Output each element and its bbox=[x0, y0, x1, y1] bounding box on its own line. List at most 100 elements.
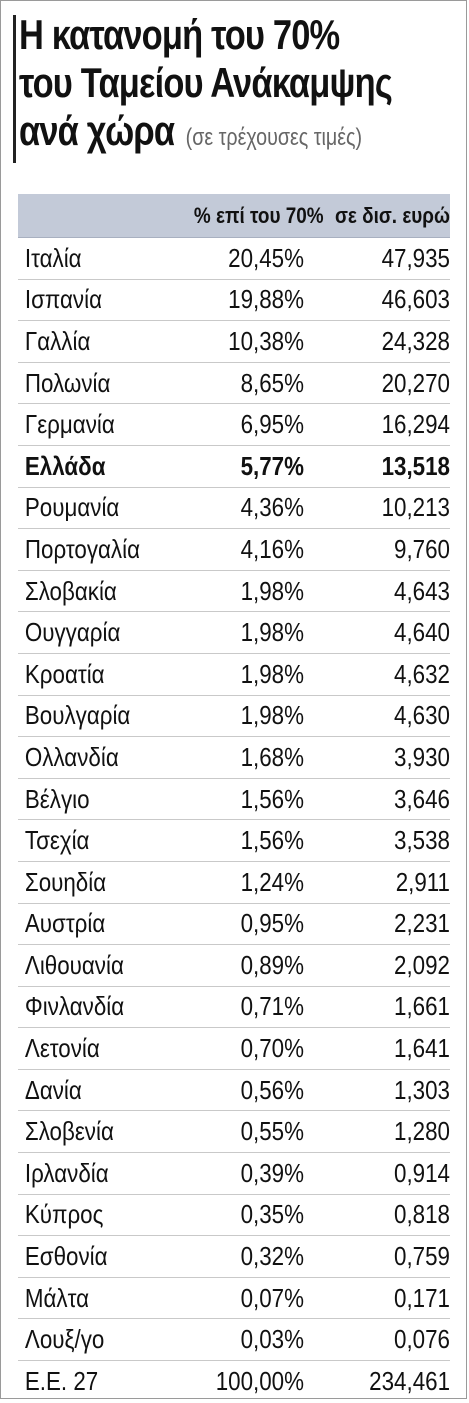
row-percent: 4,16% bbox=[240, 533, 304, 564]
table-row: Ιρλανδία 0,39% 0,914 bbox=[18, 1153, 450, 1195]
row-percent: 8,65% bbox=[240, 367, 304, 398]
row-percent: 19,88% bbox=[228, 284, 304, 315]
row-billion-eur: 4,630 bbox=[394, 700, 450, 731]
table-row: Βέλγιο 1,56% 3,646 bbox=[18, 779, 450, 821]
row-country: Σουηδία bbox=[24, 866, 107, 897]
row-billion-eur: 3,538 bbox=[394, 825, 450, 856]
table-row: Πορτογαλία 4,16% 9,760 bbox=[18, 529, 450, 571]
row-billion-eur: 0,818 bbox=[394, 1199, 450, 1230]
table-row: Σλοβενία 0,55% 1,280 bbox=[18, 1111, 450, 1154]
row-billion-eur: 3,646 bbox=[394, 783, 450, 814]
row-percent: 0,71% bbox=[240, 991, 304, 1022]
table-row: Κύπρος 0,35% 0,818 bbox=[18, 1195, 450, 1237]
row-country: Γαλλία bbox=[24, 325, 91, 356]
row-country: Ουγγαρία bbox=[24, 617, 121, 648]
table-row: Ισπανία 19,88% 46,603 bbox=[18, 280, 450, 322]
row-country: Κύπρος bbox=[24, 1199, 104, 1230]
table-header-row: % επί του 70% σε δισ. ευρώ bbox=[18, 194, 450, 238]
table-row: Λουξ/γο 0,03% 0,076 bbox=[18, 1319, 450, 1362]
row-billion-eur: 2,911 bbox=[395, 866, 450, 897]
row-country: Πορτογαλία bbox=[24, 533, 140, 564]
row-billion-eur: 9,760 bbox=[394, 533, 450, 564]
row-billion-eur: 13,518 bbox=[381, 450, 450, 481]
row-billion-eur: 4,643 bbox=[394, 575, 450, 606]
row-billion-eur: 47,935 bbox=[381, 242, 450, 273]
row-percent: 0,32% bbox=[240, 1241, 304, 1272]
row-billion-eur: 1,641 bbox=[394, 1033, 450, 1064]
row-billion-eur: 3,930 bbox=[394, 741, 450, 772]
row-billion-eur: 1,661 bbox=[394, 991, 450, 1022]
row-country: Ιρλανδία bbox=[24, 1157, 109, 1188]
row-billion-eur: 4,632 bbox=[394, 658, 450, 689]
table-row: Λιθουανία 0,89% 2,092 bbox=[18, 945, 450, 987]
row-country: Ελλάδα bbox=[24, 450, 106, 481]
row-percent: 5,77% bbox=[240, 450, 304, 481]
row-percent: 0,89% bbox=[240, 949, 304, 980]
row-percent: 0,39% bbox=[240, 1157, 304, 1188]
table-row: Σλοβακία 1,98% 4,643 bbox=[18, 571, 450, 613]
row-billion-eur: 0,759 bbox=[394, 1241, 450, 1272]
table-row: Αυστρία 0,95% 2,231 bbox=[18, 904, 450, 946]
row-percent: 6,95% bbox=[240, 409, 304, 440]
title-line-2: του Ταμείου Ανάκαμψης bbox=[19, 59, 393, 106]
row-percent: 0,07% bbox=[240, 1282, 304, 1313]
table-row: Γαλλία 10,38% 24,328 bbox=[18, 321, 450, 363]
row-percent: 0,55% bbox=[240, 1116, 304, 1147]
row-percent: 20,45% bbox=[228, 242, 304, 273]
row-country: Ρουμανία bbox=[24, 492, 120, 523]
table-row: Κροατία 1,98% 4,632 bbox=[18, 654, 450, 696]
row-percent: 1,56% bbox=[240, 825, 304, 856]
row-percent: 1,98% bbox=[240, 575, 304, 606]
row-percent: 4,36% bbox=[240, 492, 304, 523]
row-percent: 0,35% bbox=[240, 1199, 304, 1230]
table-total-row: Ε.Ε. 27 100,00% 234,461 bbox=[18, 1361, 450, 1403]
row-country: Φινλανδία bbox=[24, 991, 125, 1022]
row-country: Βουλγαρία bbox=[24, 700, 131, 731]
row-country: Σλοβακία bbox=[24, 575, 117, 606]
row-country: Λουξ/γο bbox=[24, 1324, 105, 1355]
title-accent-bar bbox=[13, 15, 16, 163]
table-row: Ιταλία 20,45% 47,935 bbox=[18, 238, 450, 280]
table-row: Ολλανδία 1,68% 3,930 bbox=[18, 737, 450, 779]
row-billion-eur: 0,914 bbox=[394, 1157, 450, 1188]
table-row: Σουηδία 1,24% 2,911 bbox=[18, 862, 450, 904]
header-billion-eur: σε δισ. ευρώ bbox=[334, 202, 450, 228]
header-percent: % επί του 70% bbox=[193, 202, 324, 228]
row-country: Τσεχία bbox=[24, 825, 90, 856]
table-body: Ιταλία 20,45% 47,935 Ισπανία 19,88% 46,603 Γαλ… bbox=[18, 238, 450, 1403]
row-percent: 1,24% bbox=[240, 866, 304, 897]
row-country: Βέλγιο bbox=[24, 783, 90, 814]
row-billion-eur: 20,270 bbox=[381, 367, 450, 398]
table-row: Βουλγαρία 1,98% 4,630 bbox=[18, 696, 450, 738]
table-row: Τσεχία 1,56% 3,538 bbox=[18, 820, 450, 862]
row-percent: 1,68% bbox=[240, 741, 304, 772]
table-row: Ουγγαρία 1,98% 4,640 bbox=[18, 612, 450, 654]
row-billion-eur: 2,092 bbox=[394, 949, 450, 980]
table-row: Ρουμανία 4,36% 10,213 bbox=[18, 488, 450, 530]
row-percent: 1,98% bbox=[240, 700, 304, 731]
table-row: Πολωνία 8,65% 20,270 bbox=[18, 363, 450, 405]
table-row: Εσθονία 0,32% 0,759 bbox=[18, 1236, 450, 1278]
row-percent: 0,70% bbox=[240, 1033, 304, 1064]
row-percent: 1,98% bbox=[240, 658, 304, 689]
table-row: Λετονία 0,70% 1,641 bbox=[18, 1028, 450, 1070]
row-country: Ε.Ε. 27 bbox=[24, 1366, 99, 1397]
row-percent: 0,03% bbox=[240, 1324, 304, 1355]
row-country: Αυστρία bbox=[24, 908, 106, 939]
title-line-3-text: ανά χώρα bbox=[19, 107, 175, 154]
row-country: Ιταλία bbox=[24, 242, 82, 273]
table-row: Δανία 0,56% 1,303 bbox=[18, 1070, 450, 1112]
row-percent: 1,56% bbox=[240, 783, 304, 814]
row-country: Λιθουανία bbox=[24, 949, 124, 980]
row-percent: 1,98% bbox=[240, 617, 304, 648]
row-percent: 0,56% bbox=[240, 1074, 304, 1105]
row-country: Δανία bbox=[24, 1074, 82, 1105]
row-country: Ολλανδία bbox=[24, 741, 119, 772]
row-billion-eur: 16,294 bbox=[381, 409, 450, 440]
subtitle: (σε τρέχουσες τιμές) bbox=[185, 124, 363, 151]
title-line-1: Η κατανομή του 70% bbox=[19, 11, 340, 58]
row-billion-eur: 46,603 bbox=[381, 284, 450, 315]
row-percent: 0,95% bbox=[240, 908, 304, 939]
title-block: Η κατανομή του 70% του Ταμείου Ανάκαμψης… bbox=[13, 11, 459, 163]
